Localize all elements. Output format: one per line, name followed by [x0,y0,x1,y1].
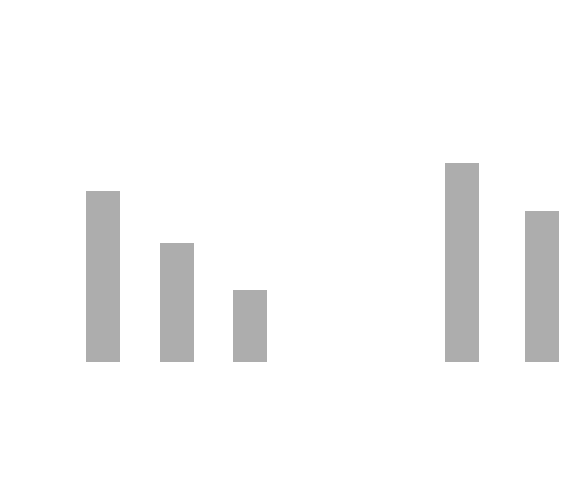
bar-7 [525,211,559,362]
bar-3 [233,290,267,362]
bar-6 [445,163,479,362]
bar-group [86,163,559,362]
bar-2 [160,243,194,362]
bar-1 [86,191,120,362]
